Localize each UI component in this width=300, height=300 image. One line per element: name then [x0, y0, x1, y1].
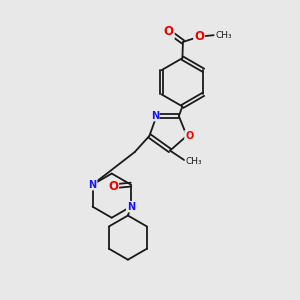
Text: O: O	[108, 180, 118, 193]
Text: O: O	[185, 131, 193, 141]
Text: CH₃: CH₃	[215, 31, 232, 40]
Text: N: N	[88, 180, 97, 190]
Text: CH₃: CH₃	[185, 157, 202, 166]
Text: O: O	[194, 30, 204, 43]
Text: N: N	[127, 202, 135, 212]
Text: N: N	[151, 110, 159, 121]
Text: O: O	[164, 25, 174, 38]
